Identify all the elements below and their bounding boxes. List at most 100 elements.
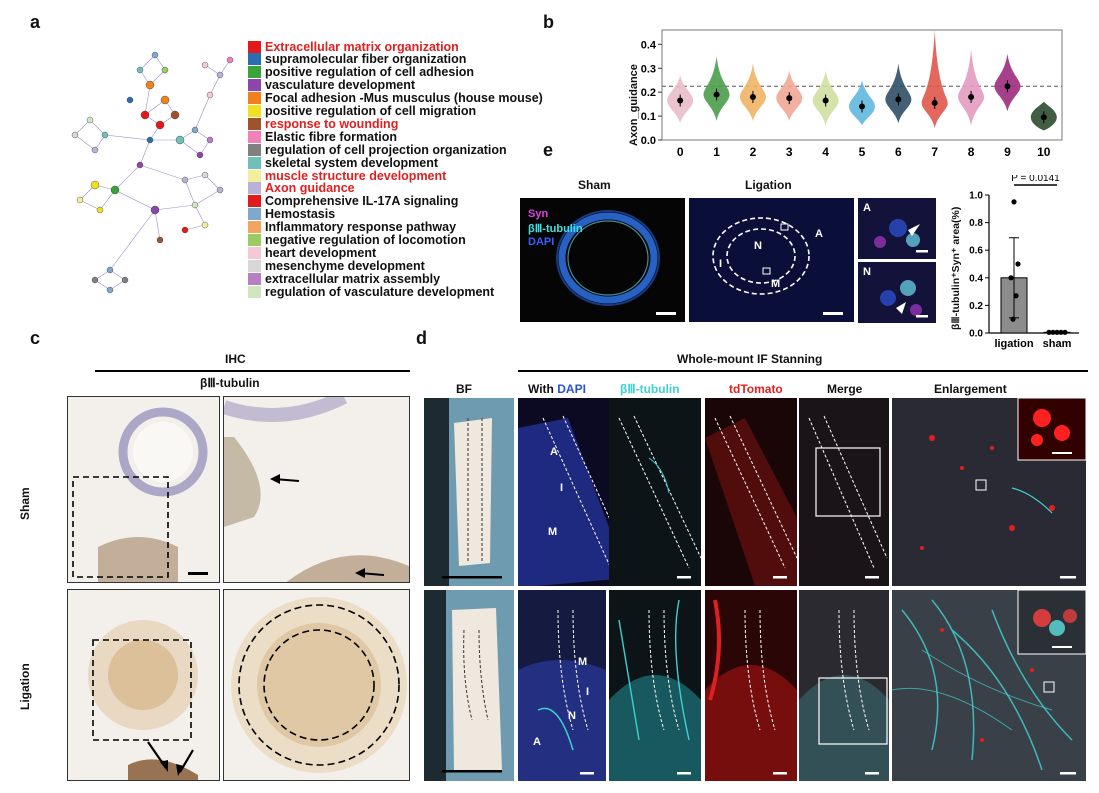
legend-item: Extracellular matrix organization — [248, 40, 459, 54]
d-merge-top-drawing — [808, 415, 888, 579]
d-col-tdtomato: tdTomato — [729, 382, 783, 396]
violin-8 — [958, 49, 985, 126]
data-point — [1015, 261, 1021, 267]
legend-item: Focal adhesion -Mus musculus (house mous… — [248, 91, 543, 106]
legend-label: supramolecular fiber organization — [265, 52, 467, 67]
d-col-dapi: DAPI — [557, 382, 586, 396]
legend-swatch — [248, 130, 261, 143]
d-tubulin-top — [609, 398, 701, 586]
data-point — [1050, 329, 1056, 335]
x-tick-label: 3 — [786, 145, 793, 159]
x-tick-label: sham — [1043, 338, 1072, 350]
inset-a-drawing — [874, 219, 928, 253]
d-bf-top-drawing — [424, 398, 502, 586]
legend-item: mesenchyme development — [248, 259, 425, 273]
legend-label: Comprehensive IL-17A signaling — [265, 194, 459, 209]
d-tdtomato-top-drawing — [705, 415, 797, 586]
legend-label: heart development — [265, 245, 377, 260]
legend-item: regulation of cell projection organizati… — [248, 142, 507, 157]
x-tick-label: 2 — [750, 145, 757, 159]
violin-ylabel: Axon_guidance — [628, 64, 640, 146]
c-subtitle: βⅢ-tubulin — [200, 376, 260, 390]
legend-swatch — [248, 208, 261, 221]
legend-swatch — [248, 169, 261, 182]
legend-swatch — [248, 53, 261, 66]
d-tdtomato-bottom — [705, 590, 797, 781]
y-tick-label: 0.4 — [969, 273, 983, 284]
d-enlargement-bottom-drawing — [892, 590, 1086, 775]
legend-item: regulation of vasculature development — [248, 285, 494, 299]
x-tick-label: ligation — [994, 338, 1033, 350]
d-enlargement-top-drawing — [920, 398, 1086, 579]
y-tick-label: 0.4 — [641, 39, 657, 51]
ligation-regions-drawing — [712, 217, 810, 295]
violin-chart: 0.0 0.1 0.2 0.3 0.4 0 1 2 3 4 5 6 7 8 9 10 — [641, 29, 1063, 159]
violin-median — [1040, 114, 1047, 121]
legend-label: Focal adhesion -Mus musculus (house mous… — [265, 91, 543, 106]
d-label-n2: N — [568, 710, 576, 722]
d-dapi-bottom-drawing — [518, 609, 606, 781]
y-tick-label: 0.0 — [641, 135, 656, 147]
d-merge-top — [799, 398, 889, 586]
x-tick-label: 6 — [895, 145, 902, 159]
d-bf-bottom — [424, 590, 514, 781]
panel-letter-c: c — [30, 328, 41, 348]
e-ligation-image: N A I M — [689, 198, 854, 322]
bar-chart: 0.0 0.2 0.4 0.6 0.8 1.0 ligation sham P = 0.0141 — [969, 175, 1079, 350]
scale-bar — [656, 312, 676, 315]
data-point — [1010, 316, 1016, 322]
c-ligation-zoom-drawing — [231, 597, 407, 773]
d-merge-bottom — [799, 590, 889, 781]
legend-item: positive regulation of cell migration — [248, 104, 477, 118]
d-col-bf: BF — [456, 382, 472, 396]
d-label-a: A — [550, 446, 558, 458]
legend-swatch — [248, 195, 261, 208]
panel-letter-b: b — [543, 12, 554, 32]
d-dapi-bottom: M I N A — [518, 590, 606, 781]
violin-7 — [921, 30, 948, 129]
d-label-m2: M — [578, 656, 588, 668]
x-tick-label: 10 — [1037, 145, 1051, 159]
y-tick-label: 0.8 — [969, 218, 983, 229]
region-m: M — [771, 278, 781, 290]
y-tick-label: 0.3 — [641, 63, 656, 75]
legend-label: skeletal system development — [265, 155, 438, 170]
d-enlargement-bottom — [892, 590, 1086, 781]
data-point — [1046, 329, 1052, 335]
d-tubulin-bottom-drawing — [609, 599, 701, 781]
d-title: Whole-mount IF Stanning — [677, 352, 823, 366]
legend-label: Elastic fibre formation — [265, 129, 397, 144]
x-tick-label: 4 — [822, 145, 829, 159]
legend-label: positive regulation of cell migration — [265, 104, 477, 118]
legend-swatch — [248, 40, 261, 53]
enrichment-network — [71, 51, 234, 294]
legend-swatch — [248, 66, 261, 79]
c-sham-zoom — [223, 396, 410, 583]
legend-label: Hemostasis — [265, 207, 336, 222]
legend-swatch — [248, 246, 261, 259]
legend-label: positive regulation of cell adhesion — [265, 65, 475, 80]
tubulin-label: βⅢ-tubulin — [528, 223, 583, 235]
violin-median — [859, 103, 865, 110]
c-ligation-zoom — [223, 589, 410, 781]
legend-swatch — [248, 259, 261, 272]
legend-item: Hemostasis — [248, 207, 336, 222]
d-tdtomato-bottom-drawing — [705, 599, 797, 781]
violin-median — [749, 93, 756, 100]
c-row-sham: Sham — [18, 487, 32, 520]
legend-swatch — [248, 143, 261, 156]
legend-label: muscle structure development — [265, 168, 447, 183]
region-i: I — [719, 258, 723, 270]
c-title: IHC — [225, 352, 246, 366]
legend-item: heart development — [248, 245, 377, 260]
d-merge-bottom-drawing — [799, 609, 889, 781]
scale-bar — [823, 312, 843, 315]
c-ligation-overview — [67, 589, 220, 781]
d-col-enlargement: Enlargement — [934, 382, 1007, 396]
legend-label: regulation of cell projection organizati… — [265, 142, 507, 157]
d-label-i: I — [560, 482, 564, 494]
legend-item: Inflammatory response pathway — [248, 220, 457, 235]
d-col-merge: Merge — [827, 382, 863, 396]
legend-label: Inflammatory response pathway — [265, 220, 457, 235]
c-row-ligation: Ligation — [18, 663, 32, 710]
